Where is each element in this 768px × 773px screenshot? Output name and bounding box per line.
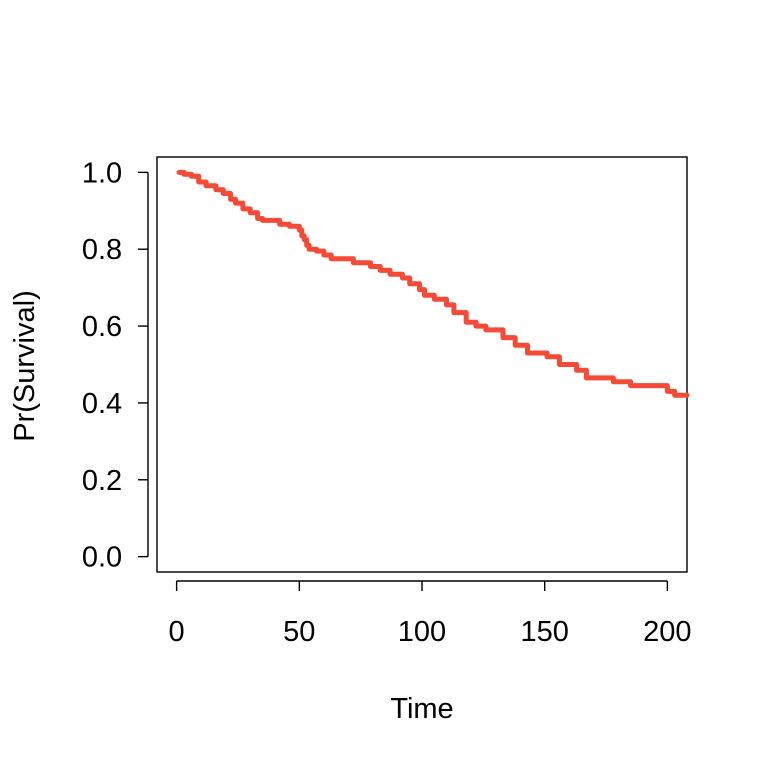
x-tick-label: 0 bbox=[169, 616, 185, 648]
plot-frame bbox=[156, 156, 688, 573]
x-tick-label: 200 bbox=[643, 616, 691, 648]
y-tick-label: 0.8 bbox=[82, 234, 122, 266]
y-axis: 0.0 0.2 0.4 0.6 0.8 1.0 bbox=[82, 157, 149, 574]
y-tick-label: 0.2 bbox=[82, 465, 122, 497]
y-tick-label: 0.4 bbox=[82, 388, 122, 420]
y-tick-label: 0.6 bbox=[82, 311, 122, 343]
series-layer bbox=[176, 169, 690, 398]
x-axis-label: Time bbox=[390, 693, 453, 725]
y-axis-label: Pr(Survival) bbox=[9, 290, 41, 441]
x-tick-label: 100 bbox=[398, 616, 446, 648]
x-tick-label: 50 bbox=[283, 616, 315, 648]
x-tick-label: 150 bbox=[520, 616, 568, 648]
y-tick-label: 1.0 bbox=[82, 157, 122, 189]
survival-curve-line bbox=[176, 169, 690, 398]
x-axis: 0 50 100 150 200 bbox=[169, 580, 692, 648]
y-tick-label: 0.0 bbox=[82, 542, 122, 574]
